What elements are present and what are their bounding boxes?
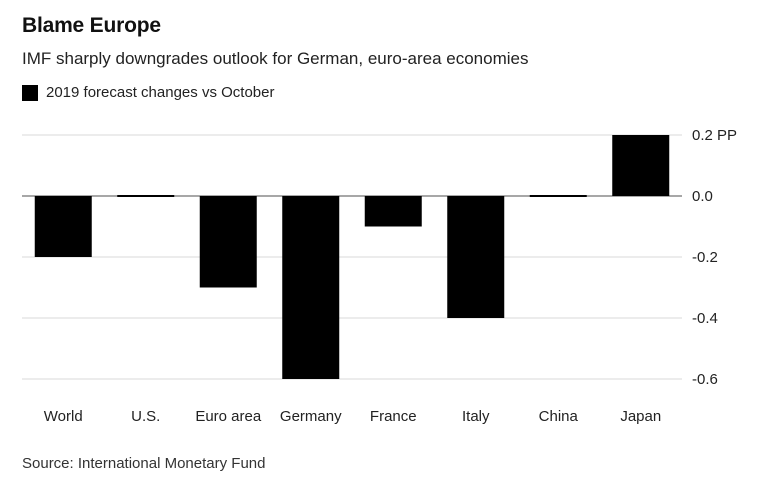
y-tick-label: -0.4	[692, 310, 718, 327]
x-tick-label: France	[370, 408, 417, 425]
x-tick-label: U.S.	[131, 408, 160, 425]
source-note: Source: International Monetary Fund	[22, 455, 266, 472]
bar-japan	[612, 135, 670, 196]
x-tick-label: World	[44, 408, 83, 425]
bar-euro-area	[199, 196, 257, 288]
bar-france	[364, 196, 422, 227]
bar-world	[34, 196, 92, 257]
x-tick-label: Japan	[620, 408, 661, 425]
legend-swatch	[22, 84, 38, 101]
y-tick-label: -0.6	[692, 371, 718, 388]
bar-germany	[282, 196, 340, 379]
y-tick-label: -0.2	[692, 249, 718, 266]
x-tick-label: China	[539, 408, 579, 425]
x-tick-label: Italy	[462, 408, 490, 425]
y-tick-label: 0.2 PP	[692, 127, 737, 144]
bar-italy	[447, 196, 505, 318]
chart-subtitle: IMF sharply downgrades outlook for Germa…	[22, 49, 529, 68]
bar-u-s	[117, 195, 175, 197]
bar-china	[529, 195, 587, 197]
legend-label: 2019 forecast changes vs October	[46, 84, 275, 101]
legend: 2019 forecast changes vs October	[22, 84, 274, 101]
x-tick-label: Euro area	[195, 408, 262, 425]
chart-title: Blame Europe	[22, 14, 161, 37]
y-tick-label: 0.0	[692, 188, 713, 205]
x-tick-label: Germany	[280, 408, 342, 425]
